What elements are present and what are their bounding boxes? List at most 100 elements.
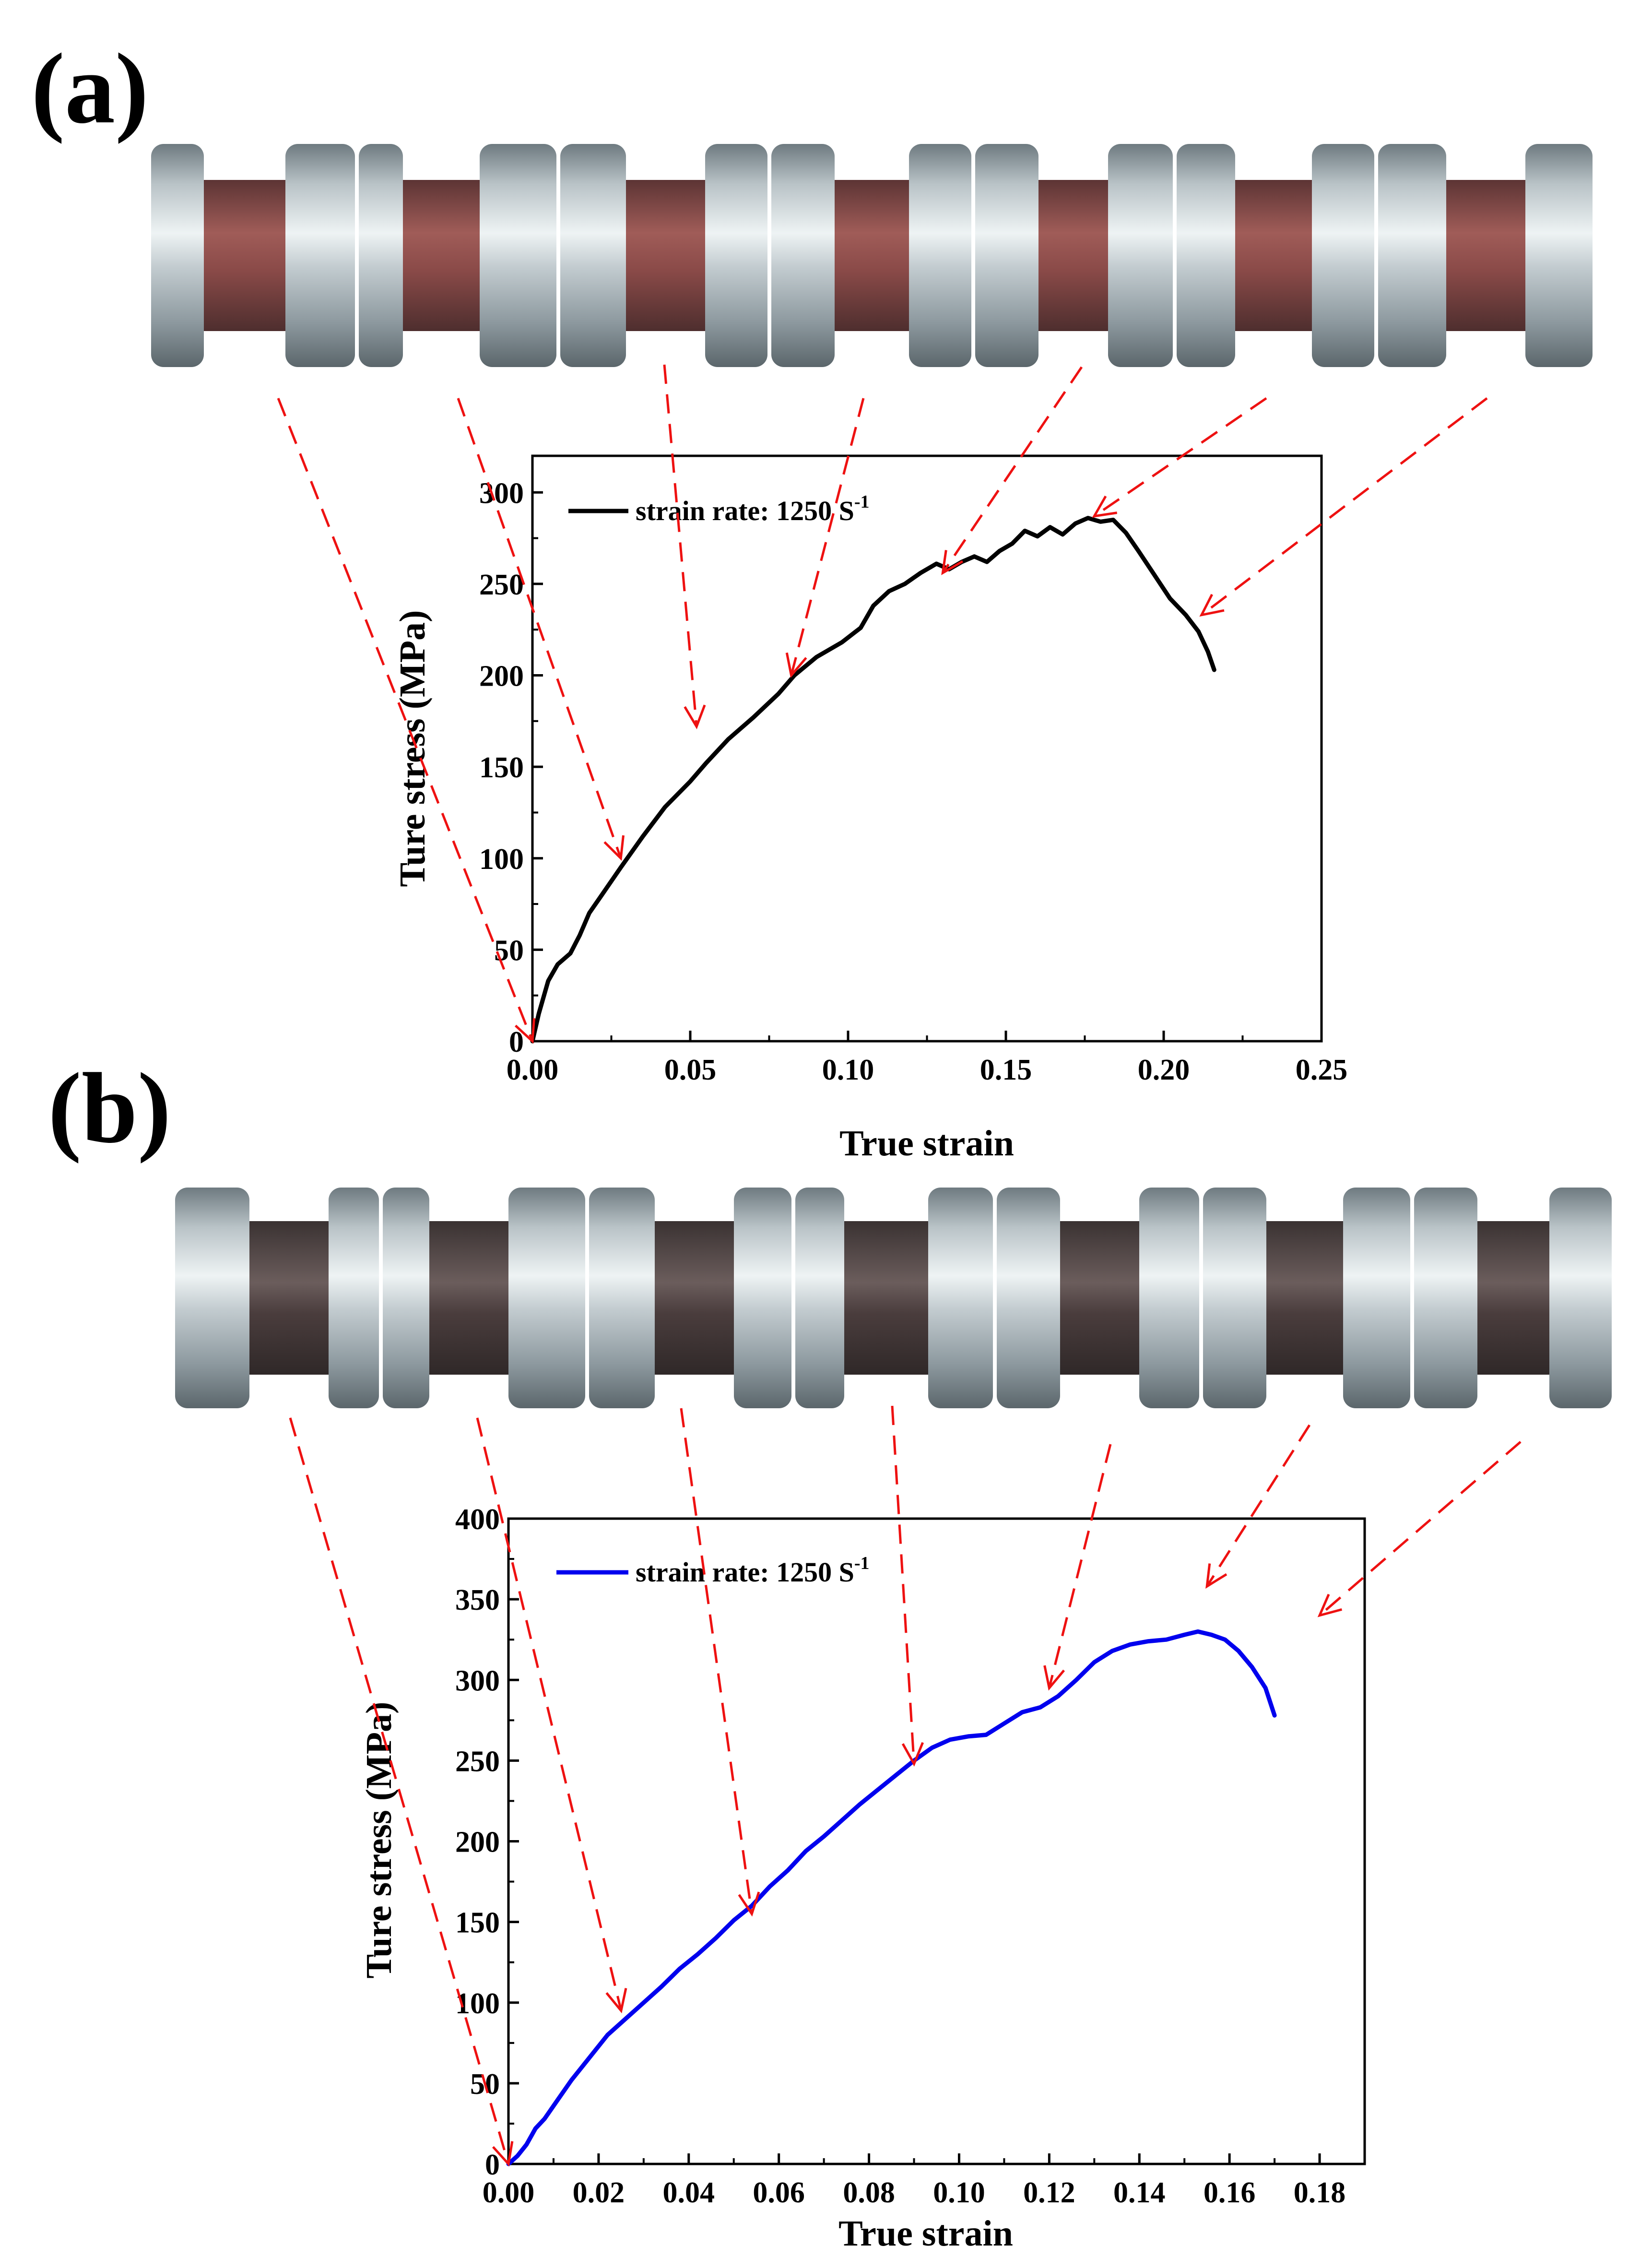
x-tick-label: 0.05 (664, 1054, 717, 1086)
y-tick-label: 200 (455, 1826, 500, 1859)
x-tick-label: 0.16 (1204, 2176, 1256, 2209)
x-tick-label: 0.06 (753, 2176, 805, 2209)
specimen-bar-segment (705, 144, 767, 367)
pointer-arrow (1319, 1441, 1522, 1616)
specimen-sample-segment (1060, 1221, 1139, 1375)
specimen-photo-a (151, 144, 1593, 367)
y-axis-title-a: Ture stress (MPa) (392, 610, 433, 887)
plot-frame-b (507, 1517, 1366, 2165)
pointer-arrowhead (605, 1988, 627, 2014)
specimen-cut-line (585, 1188, 589, 1408)
specimen-bar-segment (1108, 144, 1173, 367)
specimen-bar-segment (175, 1188, 249, 1408)
pointer-arrowhead (1205, 1563, 1227, 1589)
specimen-bar-segment (1312, 144, 1374, 367)
specimen-cut-line (1199, 1188, 1203, 1408)
specimen-bar-segment (734, 1188, 791, 1408)
specimen-bar-segment (383, 1188, 429, 1408)
legend-label-a: strain rate: 1250 S-1 (636, 492, 870, 526)
specimen-cut-line (1173, 144, 1177, 367)
specimen-cut-line (556, 144, 560, 367)
arrows-b (289, 1405, 1522, 2167)
specimen-sample-segment (626, 180, 705, 331)
y-tick-label: 400 (455, 1503, 500, 1536)
legend-a: strain rate: 1250 S-1 (568, 492, 870, 526)
y-tick-label: 150 (455, 1907, 500, 1939)
x-tick-label: 0.10 (822, 1054, 874, 1086)
specimen-bar-segment (560, 144, 626, 367)
pointer-arrow (457, 398, 622, 859)
pointer-arrowhead (941, 550, 964, 575)
x-tick-label: 0.14 (1113, 2176, 1166, 2209)
specimen-sample-segment (1235, 180, 1312, 331)
specimen-sample-segment (249, 1221, 329, 1375)
pointer-arrow (1206, 1424, 1311, 1587)
chart-b: 0.00 0.02 0.04 0.06 0.08 0.10 0.12 0.14 0.16 0.18… (359, 1503, 1366, 2254)
x-tick-label: 0.00 (483, 2176, 535, 2209)
specimen-bar-segment (1414, 1188, 1477, 1408)
pointer-arrowhead (1317, 1593, 1343, 1617)
arrows-a (277, 364, 1488, 1044)
axis-ticks-a: 0.00 0.05 0.10 0.15 0.20 0.250501001502002503… (479, 477, 1347, 1086)
pointer-arrowhead (603, 835, 625, 861)
specimen-bar-segment (329, 1188, 379, 1408)
specimen-sample-segment (1477, 1221, 1549, 1375)
specimen-bar-segment (589, 1188, 655, 1408)
specimen-bar-segment (909, 144, 971, 367)
pointer-arrow (289, 1417, 510, 2164)
specimen-cut-line (379, 1188, 383, 1408)
specimen-sample-segment (1266, 1221, 1343, 1375)
pointer-arrowhead (1092, 495, 1118, 518)
y-tick-label: 350 (455, 1584, 500, 1616)
stress-strain-curve-a (530, 516, 1216, 1044)
pointer-arrow (1048, 1444, 1112, 1688)
y-tick-label: 250 (479, 569, 524, 601)
y-tick-label: 200 (479, 660, 524, 693)
specimen-bar-segment (1177, 144, 1235, 367)
x-tick-label: 0.12 (1023, 2176, 1075, 2209)
specimen-photo-b (175, 1188, 1612, 1408)
y-tick-label: 150 (479, 751, 524, 784)
pointer-arrowhead (1199, 594, 1225, 617)
specimen-cut-line (971, 144, 975, 367)
specimen-bar-segment (1549, 1188, 1612, 1408)
specimen-bar-segment (1525, 144, 1593, 367)
pointer-arrowhead (738, 1891, 760, 1917)
pointer-arrowhead (514, 1018, 536, 1044)
specimen-bar-segment (975, 144, 1038, 367)
x-axis-title-a: True strain (839, 1123, 1014, 1164)
specimen-sample-segment (1446, 180, 1525, 331)
specimen-bar-segment (1203, 1188, 1266, 1408)
pointer-arrow (663, 364, 698, 727)
specimen-bar-segment (997, 1188, 1060, 1408)
pointer-arrow (1201, 397, 1488, 616)
specimen-bar-segment (1378, 144, 1446, 367)
pointer-arrowhead (492, 2141, 514, 2167)
x-tick-label: 0.08 (843, 2176, 895, 2209)
specimen-cut-line (791, 1188, 795, 1408)
specimen-bar-segment (480, 144, 556, 367)
specimen-sample-segment (844, 1221, 928, 1375)
pointer-arrowhead (901, 1742, 924, 1767)
legend-label-b: strain rate: 1250 S-1 (636, 1553, 870, 1588)
specimen-bar-segment (359, 144, 403, 367)
specimen-bar-segment (1343, 1188, 1410, 1408)
specimen-bar-segment (795, 1188, 844, 1408)
pointer-arrowhead (1043, 1665, 1065, 1691)
y-tick-label: 0 (485, 2149, 500, 2181)
specimen-bar-segment (508, 1188, 585, 1408)
pointer-arrow (680, 1408, 753, 1914)
pointer-arrow (277, 398, 534, 1042)
y-tick-label: 100 (479, 843, 524, 876)
x-tick-label: 0.02 (573, 2176, 625, 2209)
x-tick-label: 0.18 (1294, 2176, 1346, 2209)
panel-label-a: (a) (31, 33, 149, 144)
specimen-sample-segment (204, 180, 285, 331)
specimen-sample-segment (655, 1221, 734, 1375)
pointer-arrow (1093, 397, 1267, 517)
chart-a: 0.00 0.05 0.10 0.15 0.20 0.250501001502002503… (392, 454, 1347, 1164)
pointer-arrow (891, 1405, 916, 1764)
specimen-bar-segment (771, 144, 835, 367)
specimen-bar-segment (285, 144, 355, 367)
